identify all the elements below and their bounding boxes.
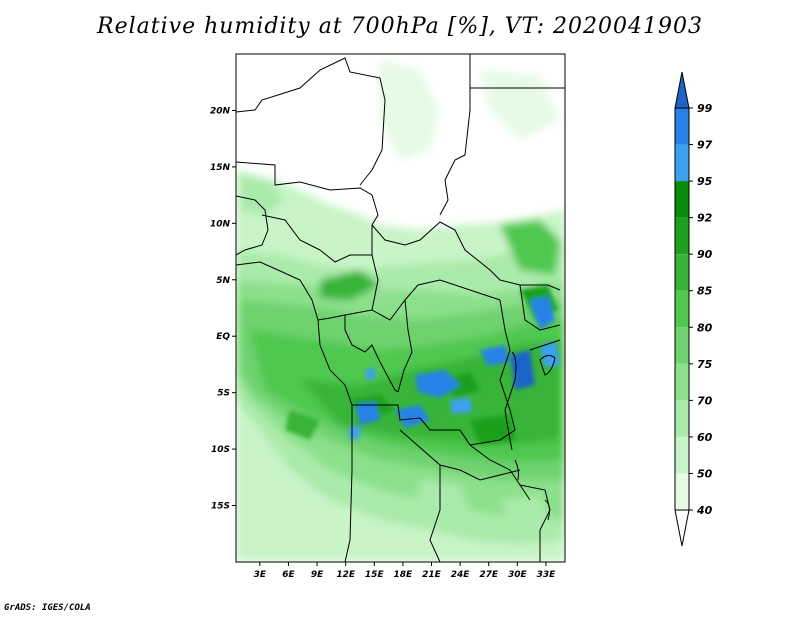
lat-label: 10N xyxy=(210,219,231,229)
colorbar-label: 75 xyxy=(697,358,713,371)
lat-label: EQ xyxy=(216,332,230,342)
colorbar-label: 80 xyxy=(697,321,713,334)
lon-label: 18E xyxy=(394,570,414,580)
colorbar-segment xyxy=(675,254,689,291)
lon-label: 3E xyxy=(254,570,267,580)
credit-label: GrADS: IGES/COLA xyxy=(4,603,91,613)
lat-label: 15N xyxy=(210,163,231,173)
colorbar-label: 90 xyxy=(697,248,713,261)
colorbar-segment xyxy=(675,400,689,437)
colorbar-label: 95 xyxy=(697,175,713,188)
lat-label: 5N xyxy=(216,276,230,286)
colorbar-segment xyxy=(675,436,689,474)
chart-title: Relative humidity at 700hPa [%], VT: 202… xyxy=(97,14,703,39)
longitude-axis: 3E 6E 9E 12E 15E 18E 21E 24E 27E 30E 33E xyxy=(254,562,556,580)
colorbar-segment xyxy=(675,217,689,255)
colorbar-label: 99 xyxy=(697,102,713,115)
colorbar-top-arrow xyxy=(674,71,690,109)
map-frame xyxy=(235,53,566,563)
colorbar-label: 50 xyxy=(697,467,713,480)
lon-label: 9E xyxy=(311,570,324,580)
lat-label: 15S xyxy=(211,502,230,512)
colorbar-segment xyxy=(675,108,689,145)
lon-label: 15E xyxy=(365,570,385,580)
lon-label: 27E xyxy=(479,570,499,580)
colorbar-segment xyxy=(675,181,689,218)
lon-label: 24E xyxy=(451,570,471,580)
colorbar-segment xyxy=(675,290,689,328)
colorbar: 99 97 95 92 90 85 80 75 70 60 50 40 xyxy=(674,71,713,547)
colorbar-label: 85 xyxy=(697,285,713,298)
lakes xyxy=(504,351,556,521)
lat-label: 10S xyxy=(211,445,230,455)
colorbar-label: 40 xyxy=(696,504,713,517)
colorbar-segment xyxy=(675,144,689,182)
colorbar-label: 60 xyxy=(697,431,713,444)
colorbar-bottom-arrow xyxy=(674,509,690,547)
colorbar-label: 97 xyxy=(697,139,713,152)
lon-label: 30E xyxy=(508,570,528,580)
colorbar-segment xyxy=(675,363,689,401)
lon-label: 21E xyxy=(422,570,442,580)
colorbar-segment xyxy=(675,473,689,510)
colorbar-label: 70 xyxy=(697,394,713,407)
lon-label: 33E xyxy=(537,570,557,580)
colorbar-segment xyxy=(675,327,689,364)
country-borders xyxy=(236,54,565,562)
colorbar-label: 92 xyxy=(697,212,713,225)
lat-label: 5S xyxy=(217,389,230,399)
latitude-axis: 20N 15N 10N 5N EQ 5S 10S 15S xyxy=(210,106,236,512)
lat-label: 20N xyxy=(210,106,231,116)
lon-label: 12E xyxy=(336,570,356,580)
humidity-field xyxy=(236,54,565,562)
lon-label: 6E xyxy=(282,570,295,580)
